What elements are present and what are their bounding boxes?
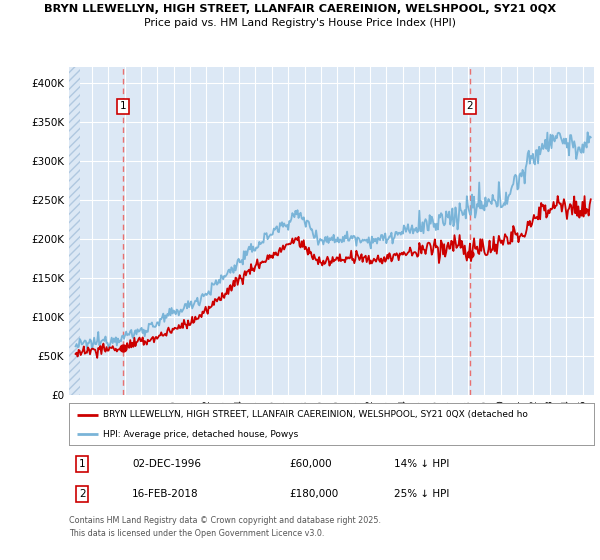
Text: 14% ↓ HPI: 14% ↓ HPI bbox=[395, 459, 450, 469]
Text: HPI: Average price, detached house, Powys: HPI: Average price, detached house, Powy… bbox=[103, 430, 298, 439]
Text: 1: 1 bbox=[120, 101, 127, 111]
Bar bbox=[69, 67, 80, 395]
Text: 16-FEB-2018: 16-FEB-2018 bbox=[132, 489, 199, 500]
Text: 2: 2 bbox=[467, 101, 473, 111]
Text: Price paid vs. HM Land Registry's House Price Index (HPI): Price paid vs. HM Land Registry's House … bbox=[144, 18, 456, 28]
Text: BRYN LLEWELLYN, HIGH STREET, LLANFAIR CAEREINION, WELSHPOOL, SY21 0QX: BRYN LLEWELLYN, HIGH STREET, LLANFAIR CA… bbox=[44, 4, 556, 14]
Text: 1: 1 bbox=[79, 459, 85, 469]
Text: £60,000: £60,000 bbox=[290, 459, 332, 469]
Text: 2: 2 bbox=[79, 489, 85, 500]
Text: 02-DEC-1996: 02-DEC-1996 bbox=[132, 459, 201, 469]
Text: £180,000: £180,000 bbox=[290, 489, 339, 500]
Text: This data is licensed under the Open Government Licence v3.0.: This data is licensed under the Open Gov… bbox=[69, 529, 325, 538]
Text: Contains HM Land Registry data © Crown copyright and database right 2025.: Contains HM Land Registry data © Crown c… bbox=[69, 516, 381, 525]
Text: 25% ↓ HPI: 25% ↓ HPI bbox=[395, 489, 450, 500]
Text: BRYN LLEWELLYN, HIGH STREET, LLANFAIR CAEREINION, WELSHPOOL, SY21 0QX (detached : BRYN LLEWELLYN, HIGH STREET, LLANFAIR CA… bbox=[103, 410, 528, 419]
